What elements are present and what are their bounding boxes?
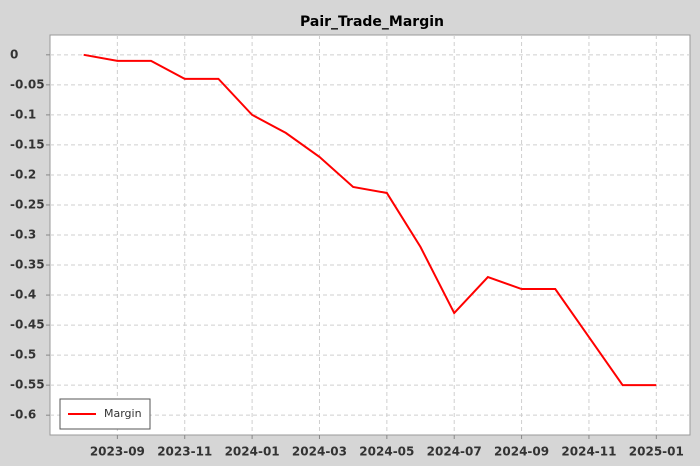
chart-title: Pair_Trade_Margin (300, 14, 444, 30)
x-tick-label: 2024-11 (561, 445, 616, 459)
y-tick-label: -0.6 (10, 408, 36, 422)
y-tick-label: 0 (10, 47, 18, 61)
y-tick-label: -0.35 (10, 258, 45, 272)
y-tick-label: -0.55 (10, 378, 45, 392)
y-tick-label: -0.4 (10, 288, 36, 302)
y-tick-label: -0.45 (10, 318, 45, 332)
x-tick-label: 2024-03 (292, 445, 347, 459)
x-tick-label: 2024-09 (494, 445, 549, 459)
plot-area (49, 34, 691, 436)
x-tick-label: 2024-07 (427, 445, 482, 459)
x-tick-label: 2023-09 (90, 445, 145, 459)
x-tick-label: 2024-01 (225, 445, 280, 459)
y-tick-label: -0.3 (10, 228, 36, 242)
y-tick-label: -0.25 (10, 197, 45, 211)
x-tick-label: 2025-01 (629, 445, 684, 459)
y-tick-label: -0.05 (10, 77, 45, 91)
y-tick-label: -0.5 (10, 348, 36, 362)
y-tick-label: -0.1 (10, 107, 36, 121)
y-tick-label: -0.15 (10, 137, 45, 151)
legend-label: Margin (104, 407, 142, 420)
data-line (83, 53, 657, 387)
x-tick-label: 2023-11 (157, 445, 212, 459)
x-tick-label: 2024-05 (359, 445, 414, 459)
y-tick-label: -0.2 (10, 167, 36, 181)
